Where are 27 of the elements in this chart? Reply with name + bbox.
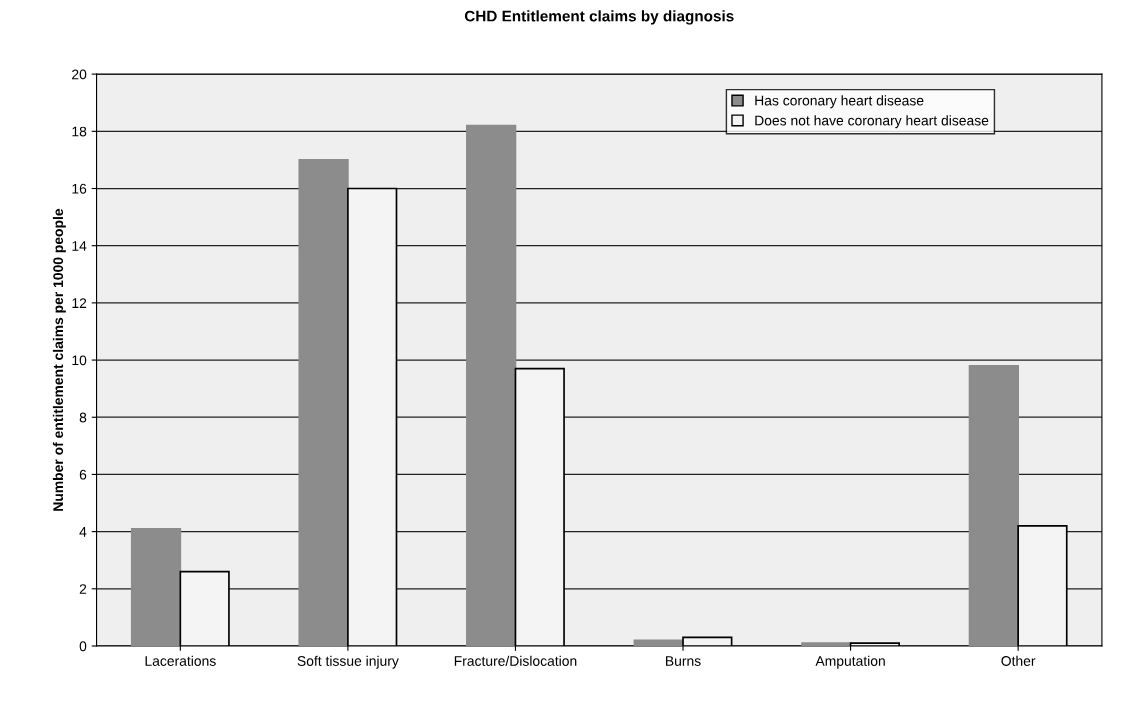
- y-axis-title: Number of entitlement claims per 1000 people: [52, 208, 66, 511]
- x-tick-label: Soft tissue injury: [297, 655, 399, 669]
- legend-label: Does not have coronary heart disease: [755, 115, 989, 129]
- x-tick-label: Amputation: [815, 655, 885, 669]
- y-tick-label: 0: [79, 641, 87, 652]
- chart-title: CHD Entitlement claims by diagnosis: [464, 10, 734, 25]
- y-tick-label: 2: [79, 584, 87, 594]
- y-tick-label: 4: [79, 527, 87, 537]
- y-tick-label: 20: [72, 69, 87, 80]
- x-tick-label: Other: [1001, 655, 1036, 666]
- y-tick-label: 6: [79, 469, 87, 480]
- y-tick-label: 12: [72, 298, 87, 308]
- y-tick-label: 10: [72, 355, 87, 366]
- x-tick-label: Lacerations: [145, 655, 216, 666]
- y-tick-label: 16: [72, 183, 87, 194]
- y-tick-label: 18: [72, 126, 87, 137]
- bar: [298, 159, 349, 646]
- bar: [801, 642, 852, 646]
- y-tick-label: 8: [79, 412, 87, 423]
- bar: [130, 527, 182, 646]
- bar: [633, 639, 684, 646]
- bar: [968, 364, 1019, 646]
- x-tick-label: Burns: [666, 656, 701, 666]
- y-tick-label: 14: [72, 241, 87, 251]
- bar: [466, 124, 517, 646]
- legend-label: Has coronary heart disease: [755, 95, 924, 109]
- x-tick-label: Fracture/Dislocation: [454, 655, 577, 666]
